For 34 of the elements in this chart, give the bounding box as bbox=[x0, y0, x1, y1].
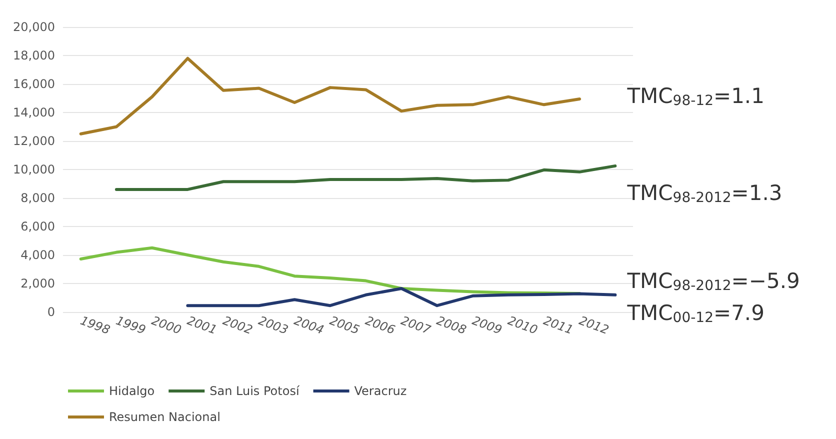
x-tick-label: 2001 bbox=[185, 313, 219, 338]
y-tick-label: 14,000 bbox=[13, 106, 55, 120]
x-tick-label: 2007 bbox=[399, 313, 433, 338]
x-tick-label: 2002 bbox=[220, 313, 254, 338]
legend-label: San Luis Potosí bbox=[210, 384, 300, 398]
line-series bbox=[79, 56, 582, 136]
y-tick-label: 0 bbox=[47, 305, 55, 319]
y-tick-label: 10,000 bbox=[13, 162, 55, 176]
x-tick-label: 2012 bbox=[577, 313, 611, 338]
x-tick-label: 1999 bbox=[114, 313, 148, 338]
y-tick-label: 20,000 bbox=[13, 20, 55, 34]
x-tick-label: 2009 bbox=[470, 313, 504, 338]
x-tick-label: 1998 bbox=[78, 313, 112, 338]
y-tick-label: 12,000 bbox=[13, 134, 55, 148]
line-series bbox=[79, 246, 582, 295]
legend-label: Resumen Nacional bbox=[109, 410, 220, 424]
y-tick-label: 18,000 bbox=[13, 48, 55, 62]
line-series bbox=[114, 164, 617, 191]
y-tick-label: 6,000 bbox=[20, 220, 55, 234]
y-tick-label: 4,000 bbox=[20, 248, 55, 262]
legend-label: Veracruz bbox=[354, 384, 407, 398]
x-tick-label: 2010 bbox=[506, 313, 540, 338]
y-tick-label: 2,000 bbox=[20, 276, 55, 290]
x-tick-label: 2005 bbox=[328, 313, 362, 338]
x-tick-label: 2006 bbox=[363, 313, 398, 338]
legend-label: Hidalgo bbox=[109, 384, 155, 398]
x-tick-label: 2011 bbox=[542, 313, 576, 338]
line-series bbox=[186, 286, 617, 308]
x-tick-label: 2000 bbox=[150, 313, 184, 338]
x-tick-label: 2003 bbox=[256, 313, 290, 338]
x-tick-label: 2008 bbox=[434, 313, 468, 338]
y-tick-label: 16,000 bbox=[13, 77, 55, 91]
y-tick-label: 8,000 bbox=[20, 191, 55, 205]
x-tick-label: 2004 bbox=[292, 313, 326, 338]
